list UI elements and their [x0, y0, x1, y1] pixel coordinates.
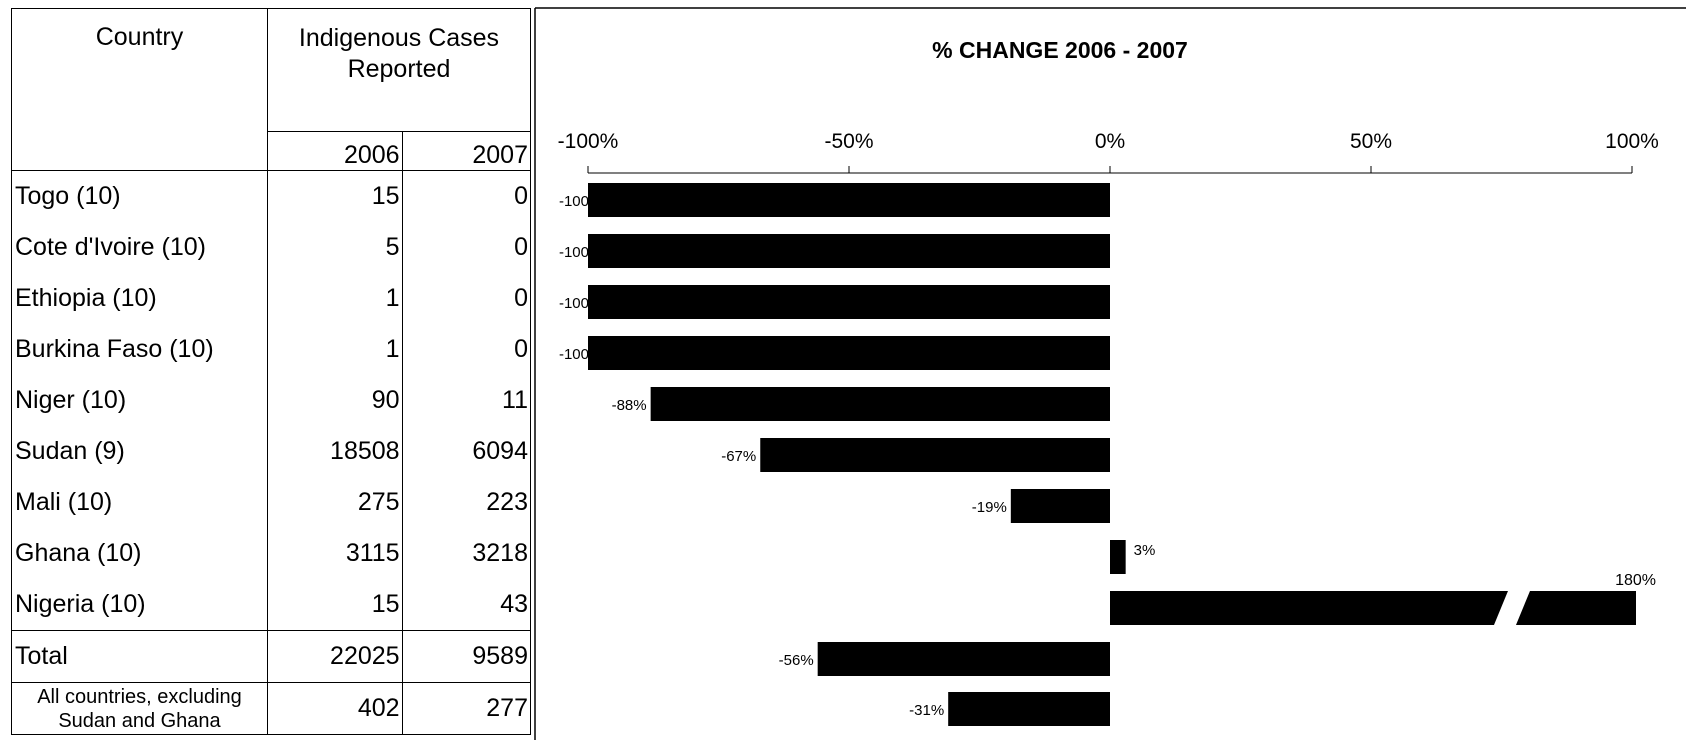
data-label: -31% [909, 702, 944, 719]
country-cell: Nigeria (10) [11, 579, 268, 631]
table-row: Sudan (9) 18508 6094 [11, 426, 532, 477]
table-row: Nigeria (10) 15 43 [11, 579, 532, 631]
cases-2007-cell: 0 [402, 324, 532, 375]
data-label: -88% [612, 397, 647, 414]
cases-2006-cell: 15 [267, 170, 403, 222]
table-row: Ghana (10) 3115 3218 [11, 528, 532, 579]
cases-2006-cell: 90 [267, 375, 403, 426]
bar [1515, 591, 1636, 625]
cases-2007-cell: 223 [402, 477, 532, 528]
excluding-2006: 402 [267, 682, 403, 735]
data-label: -100 [559, 244, 589, 261]
country-header: Country [11, 8, 268, 171]
cases-header: Indigenous Cases Reported [267, 8, 531, 132]
cases-table: Country Indigenous Cases Reported 2006 2… [11, 8, 532, 735]
cases-2006-cell: 1 [267, 324, 403, 375]
country-cell: Burkina Faso (10) [11, 324, 268, 375]
data-label: 180% [1615, 572, 1656, 589]
bar [948, 692, 1110, 726]
excluding-row: All countries, excluding Sudan and Ghana… [11, 682, 532, 735]
country-cell: Ghana (10) [11, 528, 268, 579]
cases-2007-cell: 0 [402, 170, 532, 222]
total-2007: 9589 [402, 630, 532, 683]
bar [760, 438, 1110, 472]
total-row: Total 22025 9589 [11, 630, 532, 683]
excluding-2007: 277 [402, 682, 532, 735]
year-2007-header: 2007 [402, 131, 532, 171]
cases-2007-cell: 43 [402, 579, 532, 631]
table-row: Cote d'Ivoire (10) 5 0 [11, 222, 532, 273]
cases-2006-cell: 1 [267, 273, 403, 324]
country-cell: Togo (10) [11, 170, 268, 222]
table-rows: Togo (10) 15 0 Cote d'Ivoire (10) 5 0 Ethiopia… [11, 170, 532, 631]
total-2006: 22025 [267, 630, 403, 683]
cases-2007-cell: 0 [402, 222, 532, 273]
bar [650, 387, 1110, 421]
bar [588, 285, 1110, 319]
cases-2006-cell: 3115 [267, 528, 403, 579]
table-row: Ethiopia (10) 1 0 [11, 273, 532, 324]
country-cell: Cote d'Ivoire (10) [11, 222, 268, 273]
table-row: Mali (10) 275 223 [11, 477, 532, 528]
data-label: -100 [559, 295, 589, 312]
bars-group: -100 -100 -100 -100 -88% -67% -19% 3% 180% -56% -3… [559, 183, 1656, 726]
data-label: -100 [559, 346, 589, 363]
cases-2007-cell: 11 [402, 375, 532, 426]
year-2006-header: 2006 [267, 131, 403, 171]
bar [817, 642, 1110, 676]
country-cell: Niger (10) [11, 375, 268, 426]
table-row: Burkina Faso (10) 1 0 [11, 324, 532, 375]
cases-2007-cell: 3218 [402, 528, 532, 579]
bar [588, 183, 1110, 217]
data-label: -19% [972, 499, 1007, 516]
country-cell: Mali (10) [11, 477, 268, 528]
bar [588, 234, 1110, 268]
country-cell: Ethiopia (10) [11, 273, 268, 324]
chart-title: % CHANGE 2006 - 2007 [932, 37, 1188, 63]
excluding-label: All countries, excluding Sudan and Ghana [11, 682, 268, 735]
country-cell: Sudan (9) [11, 426, 268, 477]
data-label: -67% [721, 448, 756, 465]
cases-2006-cell: 5 [267, 222, 403, 273]
bar [1110, 591, 1508, 625]
data-label: -56% [779, 652, 814, 669]
x-tick-label: -50% [824, 130, 873, 153]
cases-2007-cell: 0 [402, 273, 532, 324]
x-tick-label: 0% [1095, 130, 1125, 153]
bar [1110, 540, 1126, 574]
cases-2007-cell: 6094 [402, 426, 532, 477]
total-label: Total [11, 630, 268, 683]
cases-2006-cell: 18508 [267, 426, 403, 477]
x-axis: -100% -50% 0% 50% 100% [558, 130, 1659, 174]
cases-2006-cell: 275 [267, 477, 403, 528]
data-label: 3% [1134, 542, 1156, 559]
table-row: Togo (10) 15 0 [11, 170, 532, 222]
x-tick-label: 100% [1605, 130, 1659, 153]
x-tick-label: -100% [558, 130, 619, 153]
data-label: -100 [559, 193, 589, 210]
cases-2006-cell: 15 [267, 579, 403, 631]
table-row: Niger (10) 90 11 [11, 375, 532, 426]
bar [1010, 489, 1110, 523]
x-tick-label: 50% [1350, 130, 1392, 153]
bar [588, 336, 1110, 370]
